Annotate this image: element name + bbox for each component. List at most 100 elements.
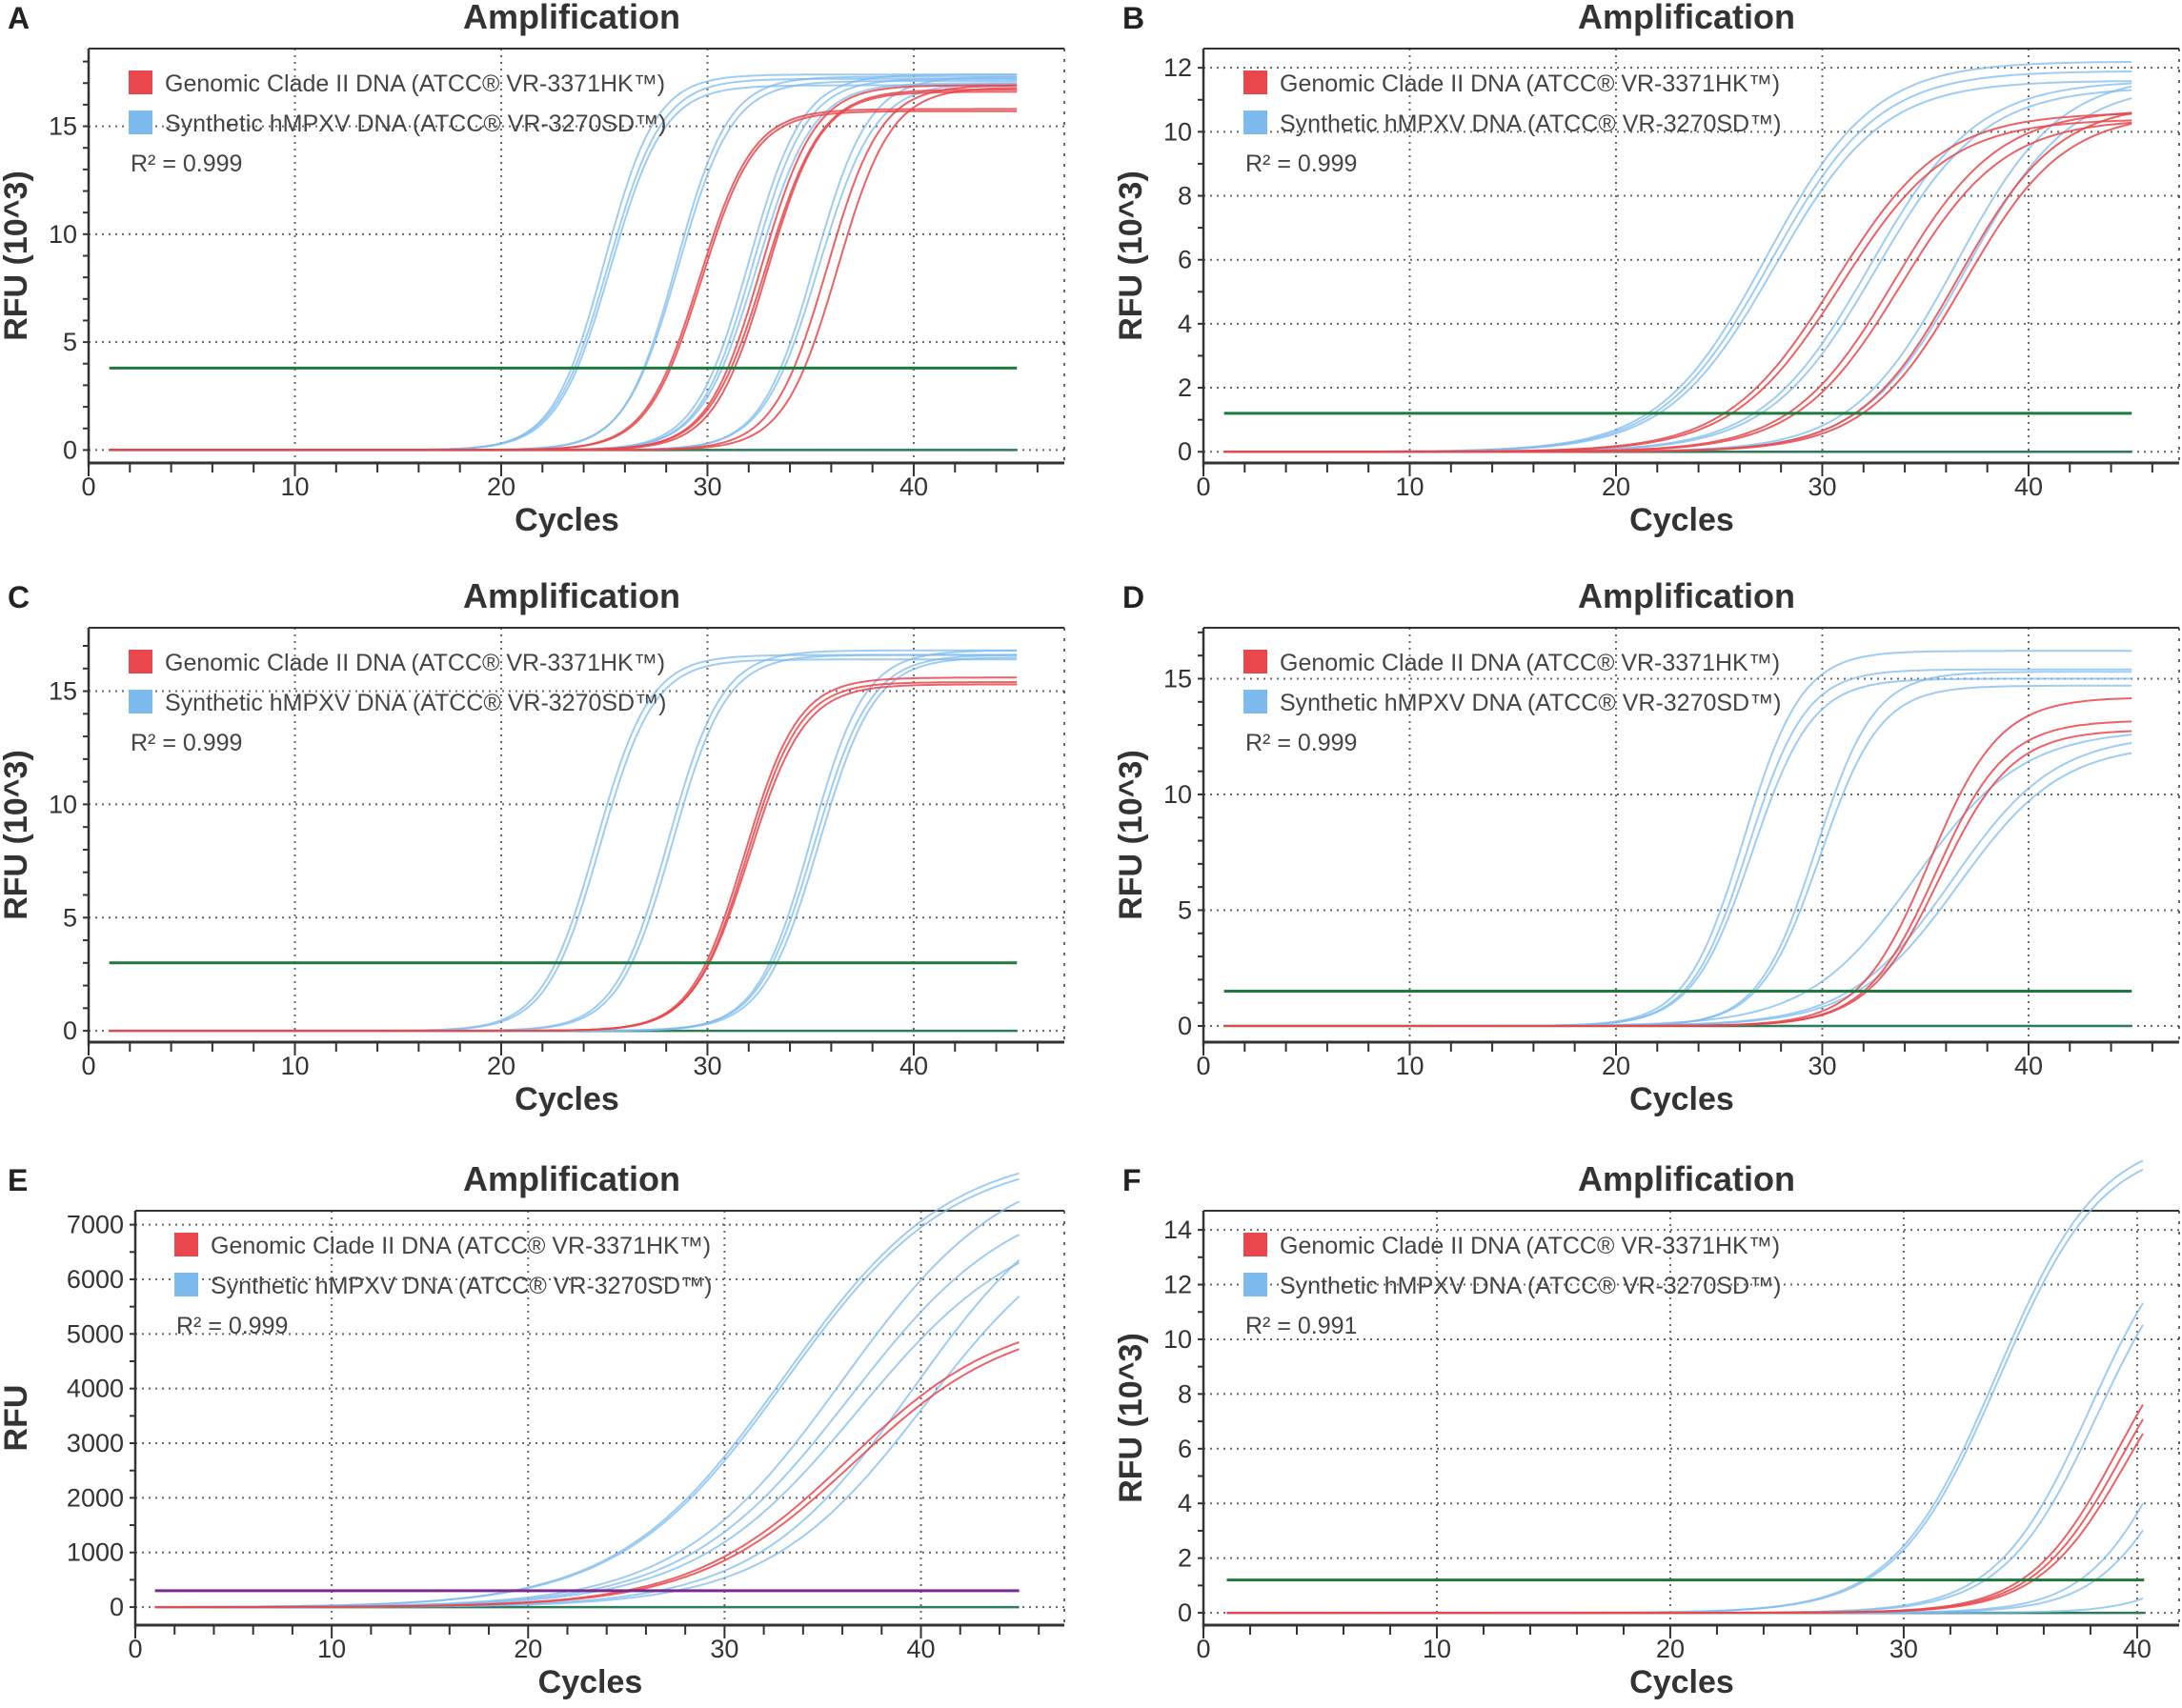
legend-label-synthetic: Synthetic hMPXV DNA (ATCC® VR-3270SD™) xyxy=(1280,690,1781,716)
legend-label-synthetic: Synthetic hMPXV DNA (ATCC® VR-3270SD™) xyxy=(1280,1273,1781,1299)
y-axis-label: RFU (10^3) xyxy=(0,171,34,341)
panel-letter: F xyxy=(1122,1163,1142,1197)
x-tick-label: 10 xyxy=(317,1635,346,1663)
legend-swatch-synthetic xyxy=(1243,111,1267,134)
y-tick-label: 5 xyxy=(63,328,77,356)
legend-label-genomic: Genomic Clade II DNA (ATCC® VR-3371HK™) xyxy=(165,70,665,97)
y-tick-label: 15 xyxy=(1163,664,1192,693)
x-tick-label: 40 xyxy=(907,1635,936,1663)
x-tick-label: 20 xyxy=(487,472,515,501)
panel-letter: D xyxy=(1122,580,1144,614)
x-tick-label: 20 xyxy=(1656,1635,1685,1663)
legend-swatch-genomic xyxy=(1243,650,1267,673)
legend-label-genomic: Genomic Clade II DNA (ATCC® VR-3371HK™) xyxy=(1280,1233,1780,1259)
x-axis-label: Cycles xyxy=(515,1081,619,1117)
r-squared-annotation: R² = 0.999 xyxy=(1245,151,1357,177)
r-squared-annotation: R² = 0.999 xyxy=(176,1313,288,1339)
plot-area xyxy=(1203,1211,2179,1625)
y-tick-label: 0 xyxy=(63,1016,77,1045)
y-tick-label: 5 xyxy=(63,903,77,932)
y-tick-label: 10 xyxy=(49,790,77,818)
x-axis-label: Cycles xyxy=(538,1664,643,1700)
y-axis-label: RFU (10^3) xyxy=(0,750,34,920)
y-tick-label: 0 xyxy=(63,435,77,464)
x-tick-label: 20 xyxy=(1602,472,1630,501)
legend-label-synthetic: Synthetic hMPXV DNA (ATCC® VR-3270SD™) xyxy=(211,1273,712,1299)
chart-title: Amplification xyxy=(463,576,680,615)
legend-swatch-genomic xyxy=(129,650,152,673)
x-tick-label: 40 xyxy=(2123,1635,2152,1663)
amplification-curve-genomic xyxy=(1226,1433,2144,1615)
y-tick-label: 6000 xyxy=(67,1265,124,1294)
y-tick-label: 4 xyxy=(1178,1489,1192,1517)
x-tick-label: 10 xyxy=(1395,1052,1424,1080)
y-tick-label: 10 xyxy=(1163,780,1192,809)
chart-title: Amplification xyxy=(463,1159,680,1198)
amplification-curve-genomic xyxy=(154,1348,1020,1609)
legend-label-genomic: Genomic Clade II DNA (ATCC® VR-3371HK™) xyxy=(1280,650,1780,676)
y-tick-label: 12 xyxy=(1163,1271,1192,1299)
y-tick-label: 7000 xyxy=(67,1211,124,1239)
y-tick-label: 2 xyxy=(1178,1544,1192,1573)
y-axis-label: RFU xyxy=(0,1385,34,1452)
legend-label-synthetic: Synthetic hMPXV DNA (ATCC® VR-3270SD™) xyxy=(1280,111,1781,137)
legend-swatch-synthetic xyxy=(174,1273,198,1296)
chart-panel-d: D Amplification 0 10 20 30 40 0 5 10 15 Cycles RFU (… xyxy=(1113,576,2180,1117)
chart-panel-b: B Amplification 0 10 20 30 40 0 2 4 6 8 10 12 Cycles RF… xyxy=(1113,0,2180,538)
panel-letter: C xyxy=(8,580,30,614)
y-tick-label: 3000 xyxy=(67,1429,124,1457)
legend-label-synthetic: Synthetic hMPXV DNA (ATCC® VR-3270SD™) xyxy=(165,111,666,137)
y-tick-label: 5000 xyxy=(67,1319,124,1348)
x-tick-label: 0 xyxy=(1196,472,1210,501)
x-tick-label: 30 xyxy=(1808,1052,1836,1080)
y-tick-label: 4 xyxy=(1178,310,1192,338)
y-tick-label: 10 xyxy=(49,220,77,249)
y-tick-label: 2 xyxy=(1178,373,1192,402)
plot-area xyxy=(1203,49,2179,463)
x-axis-label: Cycles xyxy=(1629,502,1734,538)
x-tick-label: 40 xyxy=(2014,472,2043,501)
panel-letter: E xyxy=(8,1163,28,1197)
y-tick-label: 10 xyxy=(1163,1325,1192,1354)
plot-area xyxy=(89,628,1064,1042)
x-tick-label: 0 xyxy=(128,1635,142,1663)
y-tick-label: 14 xyxy=(1163,1216,1192,1244)
y-tick-label: 0 xyxy=(110,1593,124,1621)
x-tick-label: 30 xyxy=(1889,1635,1918,1663)
x-tick-label: 10 xyxy=(280,472,309,501)
legend-label-synthetic: Synthetic hMPXV DNA (ATCC® VR-3270SD™) xyxy=(165,690,666,716)
x-tick-label: 40 xyxy=(899,1052,928,1080)
x-tick-label: 30 xyxy=(710,1635,738,1663)
amplification-curve-genomic xyxy=(109,87,1018,452)
y-tick-label: 5 xyxy=(1178,895,1192,924)
x-tick-label: 40 xyxy=(2014,1052,2043,1080)
y-tick-label: 10 xyxy=(1163,117,1192,146)
chart-panel-c: C Amplification 0 10 20 30 40 0 5 10 15 Cycles RFU (… xyxy=(0,576,1065,1117)
legend-swatch-synthetic xyxy=(129,111,152,134)
chart-panel-a: A Amplification 0 10 20 30 40 0 5 10 15 Cycles RFU (… xyxy=(0,0,1065,538)
legend-label-genomic: Genomic Clade II DNA (ATCC® VR-3371HK™) xyxy=(211,1233,711,1259)
y-tick-label: 8 xyxy=(1178,1379,1192,1408)
x-tick-label: 30 xyxy=(1808,472,1836,501)
y-tick-label: 6 xyxy=(1178,1435,1192,1463)
legend-swatch-genomic xyxy=(174,1233,198,1256)
y-axis-label: RFU (10^3) xyxy=(1113,750,1149,920)
r-squared-annotation: R² = 0.999 xyxy=(131,151,242,177)
panel-letter: A xyxy=(8,1,30,35)
chart-title: Amplification xyxy=(463,0,680,36)
legend-swatch-synthetic xyxy=(1243,690,1267,713)
y-tick-label: 0 xyxy=(1178,437,1192,466)
y-tick-label: 2000 xyxy=(67,1483,124,1512)
legend-swatch-synthetic xyxy=(1243,1273,1267,1296)
y-tick-label: 15 xyxy=(49,112,77,141)
amplification-curve-genomic xyxy=(1223,123,2132,453)
x-tick-label: 40 xyxy=(899,472,928,501)
x-tick-label: 0 xyxy=(81,1052,95,1080)
r-squared-annotation: R² = 0.991 xyxy=(1245,1313,1357,1339)
legend-swatch-genomic xyxy=(1243,1233,1267,1256)
legend-label-genomic: Genomic Clade II DNA (ATCC® VR-3371HK™) xyxy=(165,650,665,676)
legend-swatch-genomic xyxy=(129,70,152,94)
y-axis-label: RFU (10^3) xyxy=(1113,171,1149,341)
x-tick-label: 10 xyxy=(1423,1635,1451,1663)
x-tick-label: 0 xyxy=(1196,1052,1210,1080)
